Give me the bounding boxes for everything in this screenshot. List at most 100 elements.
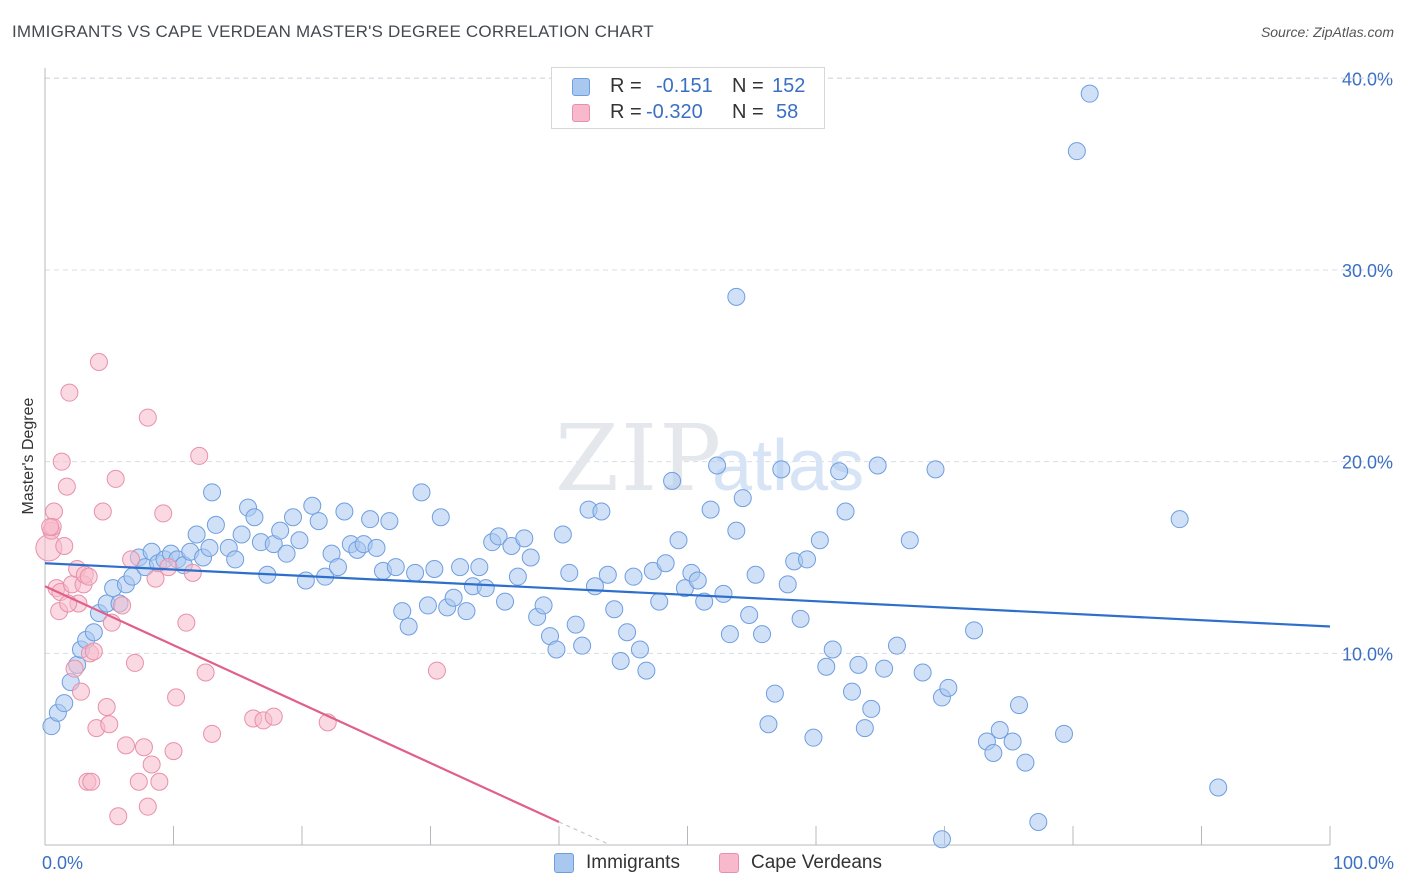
immigrants-point: [406, 563, 425, 582]
immigrants-point: [560, 563, 579, 582]
immigrants-point: [284, 508, 303, 527]
immigrants-point: [470, 558, 489, 577]
immigrants-point: [727, 521, 746, 540]
immigrants-point: [939, 678, 958, 697]
cape-point: [154, 504, 173, 523]
immigrants-trend-line: [44, 562, 1331, 628]
immigrants-point: [393, 602, 412, 621]
immigrants-point: [1067, 142, 1086, 161]
cape-point: [55, 537, 74, 555]
immigrants-point: [206, 515, 225, 534]
immigrants-point: [855, 719, 874, 738]
immigrants-point: [778, 575, 797, 594]
immigrants-point: [727, 287, 746, 306]
immigrants-point: [187, 525, 206, 544]
immigrants-point: [913, 663, 932, 682]
cape-r-value: -0.320: [646, 101, 703, 123]
cape-point: [89, 353, 108, 371]
immigrants-point: [1209, 778, 1228, 797]
immigrants-point: [708, 456, 727, 475]
immigrants-point: [444, 588, 463, 607]
y-tick-label: 20.0%: [1342, 453, 1393, 473]
cape-point: [65, 659, 84, 678]
legend-r-label: R =: [610, 101, 642, 123]
immigrants-point: [842, 682, 861, 701]
immigrants-point: [55, 694, 74, 713]
immigrants-point: [630, 640, 649, 659]
immigrants-point: [765, 684, 784, 703]
immigrants-point: [624, 567, 643, 586]
immigrants-point: [515, 529, 534, 548]
immigrants-point: [965, 621, 984, 640]
immigrants-point: [984, 744, 1003, 762]
cape-point: [84, 642, 103, 661]
immigrants-point: [720, 625, 739, 644]
immigrants-point: [380, 512, 399, 531]
cape-point: [71, 682, 90, 701]
immigrants-point: [367, 538, 386, 557]
cape-point: [79, 567, 98, 586]
legend-row-immigrants: R = -0.151 N = 152: [552, 75, 824, 101]
cape-point: [264, 707, 283, 726]
immigrants-point: [566, 615, 585, 634]
immigrants-r-value: -0.151: [656, 75, 713, 97]
cape-point: [427, 661, 446, 680]
immigrants-point: [1003, 732, 1022, 751]
immigrants-point: [669, 531, 688, 550]
cape-legend-label: Cape Verdeans: [751, 852, 882, 873]
cape-point: [177, 613, 196, 632]
immigrants-point: [547, 640, 566, 659]
immigrants-point: [701, 500, 720, 519]
cape-point: [134, 738, 153, 757]
cape-point: [97, 698, 116, 716]
immigrants-point: [868, 456, 887, 475]
cape-point: [106, 469, 125, 488]
immigrants-point: [733, 489, 752, 508]
immigrants-point: [932, 830, 951, 849]
immigrants-point: [753, 625, 772, 644]
cape-trend-extension: [558, 821, 611, 846]
immigrants-legend-swatch: [554, 853, 574, 873]
immigrants-point: [508, 567, 527, 586]
immigrants-point: [399, 617, 418, 636]
immigrants-point: [663, 471, 682, 490]
legend-row-cape: R = -0.320 N = 58: [552, 101, 824, 127]
immigrants-point: [386, 558, 405, 577]
immigrants-point: [553, 525, 572, 544]
immigrants-point: [412, 483, 431, 502]
cape-point: [150, 772, 169, 791]
cape-point: [196, 663, 215, 682]
immigrants-point: [714, 584, 733, 603]
immigrants-point: [849, 655, 868, 674]
immigrants-point: [817, 657, 836, 676]
immigrants-point: [1080, 84, 1099, 103]
immigrants-point: [836, 502, 855, 521]
y-axis-label: Master's Degree: [20, 397, 37, 514]
immigrants-point: [277, 544, 296, 563]
legend-n-label: N =: [732, 75, 764, 97]
immigrants-point: [303, 496, 322, 515]
immigrants-point: [476, 579, 495, 598]
cape-point: [203, 724, 222, 743]
immigrants-point: [900, 531, 919, 550]
cape-point: [125, 653, 144, 672]
immigrants-n-value: 152: [772, 75, 806, 97]
cape-point: [142, 755, 161, 774]
immigrants-point: [1010, 696, 1029, 715]
cape-point: [100, 715, 119, 734]
cape-point: [138, 797, 157, 816]
immigrants-point: [1016, 753, 1035, 772]
cape-point: [109, 807, 128, 826]
immigrants-point: [200, 538, 219, 557]
immigrants-point: [695, 592, 714, 611]
immigrants-point: [611, 652, 630, 670]
immigrants-point: [489, 527, 508, 546]
y-tick-label: 40.0%: [1342, 69, 1393, 89]
legend-n-label: N =: [732, 101, 764, 123]
y-tick-label: 10.0%: [1342, 644, 1393, 664]
immigrants-legend-label: Immigrants: [586, 852, 680, 873]
immigrants-point: [232, 525, 251, 544]
source-attribution: Source: ZipAtlas.com: [1260, 24, 1394, 40]
stats-legend: R = -0.151 N = 152 R = -0.320 N = 58: [551, 67, 825, 129]
